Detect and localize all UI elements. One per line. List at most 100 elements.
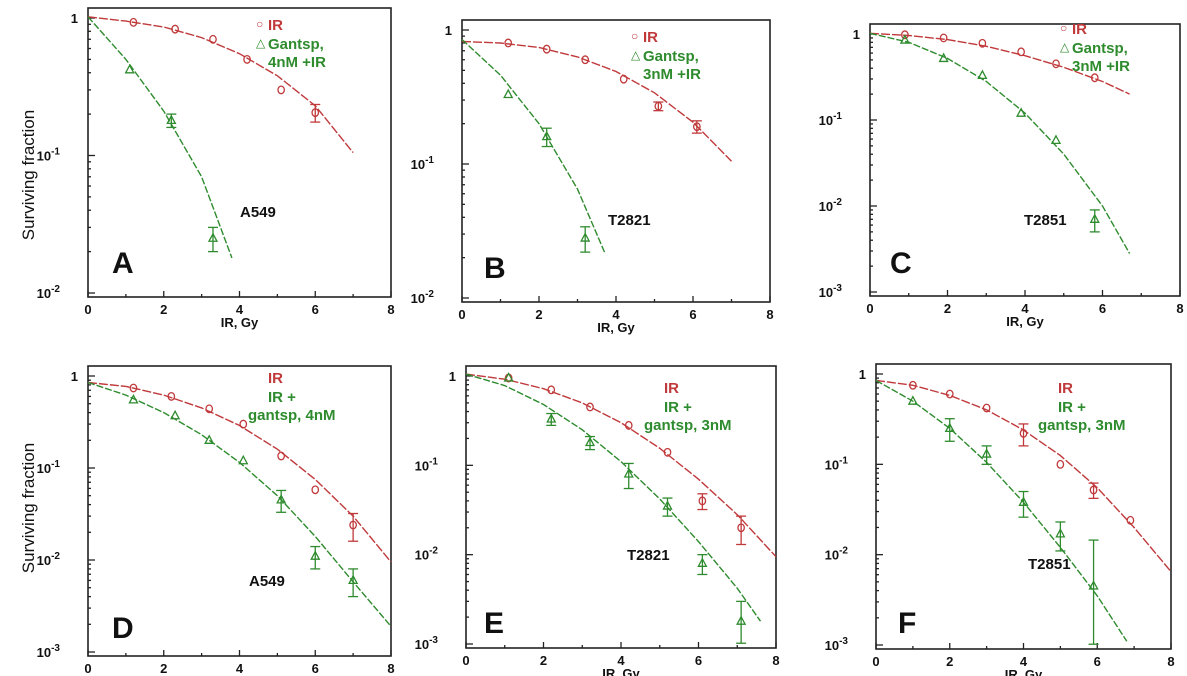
- legend-entry-ir: IR: [1072, 21, 1087, 38]
- series-control: [465, 373, 777, 558]
- data-point: [349, 520, 357, 530]
- data-point: [277, 451, 286, 461]
- cell-line-label: T2821: [627, 547, 670, 564]
- x-tick-label: 0: [458, 307, 465, 322]
- legend-entry-treated-line2: 4nM +IR: [268, 54, 326, 71]
- data-point: [977, 69, 988, 80]
- data-point: [938, 52, 949, 63]
- data-point: [1017, 47, 1025, 57]
- fit-curve: [869, 32, 1131, 254]
- y-tick-label: 10-3: [37, 643, 61, 660]
- y-tick-label: 10-2: [819, 197, 843, 214]
- legend-entry-treated-line2: 3nM +IR: [1072, 58, 1130, 75]
- data-point: [129, 383, 138, 393]
- panel-d: 0 2 4 6 8 1 10-1 10-2 10-3 IR, Gy IR IR +gantsp, 4n…: [37, 365, 395, 676]
- legend-entry-ir: IR: [664, 380, 679, 397]
- data-point: [542, 44, 551, 54]
- data-point: [348, 574, 359, 585]
- y-tick-label: 1: [449, 369, 456, 384]
- y-tick-label: 10-3: [415, 635, 439, 652]
- data-point: [939, 33, 948, 43]
- x-tick-label: 2: [540, 653, 547, 668]
- y-tick-label: 10-2: [825, 546, 849, 563]
- x-tick-label: 0: [866, 301, 873, 316]
- x-axis-label: IR, Gy: [221, 315, 259, 330]
- y-tick-label: 1: [71, 369, 78, 384]
- fit-curve: [87, 381, 392, 627]
- series-control: [869, 30, 1130, 95]
- series-treated: [869, 32, 1131, 254]
- x-axis-label: IR, Gy: [221, 674, 259, 676]
- series-treated: [87, 381, 392, 627]
- data-point: [982, 403, 991, 413]
- data-point: [503, 88, 514, 99]
- data-point: [276, 494, 287, 504]
- panel-letter: A: [112, 247, 134, 280]
- y-tick-label: 10-3: [819, 283, 843, 300]
- series-treated: [465, 372, 762, 644]
- data-point: [909, 380, 917, 390]
- data-point: [662, 500, 673, 510]
- data-point: [124, 63, 135, 74]
- legend: IR IR +gantsp, 4nM: [248, 370, 336, 424]
- fit-curve: [875, 379, 1172, 573]
- fit-curve: [461, 38, 606, 253]
- panel-e: 0 2 4 6 8 1 10-1 10-2 10-3 IR, Gy IR IR +gantsp, 3n…: [415, 365, 780, 676]
- x-tick-label: 4: [236, 661, 244, 676]
- x-tick-label: 2: [944, 301, 951, 316]
- panel-letter: B: [484, 252, 506, 285]
- data-point: [1088, 580, 1099, 590]
- legend-entry-ir: IR: [1058, 380, 1073, 397]
- data-point: [581, 55, 590, 65]
- data-point: [128, 394, 139, 404]
- x-axis-label: IR, Gy: [597, 320, 635, 335]
- x-tick-label: 4: [1020, 654, 1028, 669]
- cell-line-label: A549: [240, 204, 276, 221]
- y-tick-label: 10-2: [37, 551, 61, 568]
- legend-entry-ir: IR: [268, 370, 283, 387]
- x-axis-label: IR, Gy: [1006, 314, 1044, 329]
- panel-f: 0 2 4 6 8 1 10-1 10-2 10-3 IR, Gy IR IR +gantsp, 3n…: [825, 363, 1175, 676]
- y-tick-label: 10-3: [825, 636, 849, 653]
- panel-letter: F: [898, 607, 916, 640]
- data-point: [171, 24, 179, 34]
- legend: ○ △IR Gantsp,3nM +IR: [1060, 21, 1130, 75]
- data-point: [504, 38, 513, 48]
- cell-line-label: T2851: [1028, 556, 1071, 573]
- legend-circle-icon: ○: [1060, 21, 1067, 35]
- legend: ○ △IR Gantsp,3nM +IR: [631, 29, 701, 83]
- data-point: [277, 85, 286, 95]
- data-point: [654, 101, 663, 111]
- data-point: [944, 422, 955, 433]
- legend-entry-ir: IR: [643, 29, 658, 46]
- series-control: [875, 379, 1172, 573]
- x-tick-label: 4: [617, 653, 625, 668]
- data-point: [1019, 428, 1028, 438]
- y-tick-label: 10-1: [37, 459, 61, 476]
- data-point: [978, 38, 987, 48]
- fit-curve: [87, 16, 354, 154]
- x-tick-label: 4: [236, 302, 244, 317]
- data-point: [503, 372, 514, 382]
- x-tick-label: 2: [535, 307, 542, 322]
- data-point: [1055, 527, 1066, 538]
- legend-triangle-icon: △: [256, 36, 266, 50]
- data-point: [698, 496, 707, 506]
- x-tick-label: 6: [312, 302, 319, 317]
- legend-entry-treated-line2: gantsp, 4nM: [248, 407, 336, 424]
- data-point: [310, 550, 321, 560]
- y-tick-label: 10-1: [819, 111, 843, 128]
- data-point: [166, 114, 177, 125]
- data-point: [736, 615, 747, 625]
- data-point: [907, 395, 918, 405]
- legend-triangle-icon: △: [631, 48, 641, 62]
- x-tick-label: 2: [946, 654, 953, 669]
- legend: IR IR +gantsp, 3nM: [644, 380, 732, 434]
- data-point: [243, 54, 251, 64]
- x-tick-label: 6: [689, 307, 696, 322]
- data-point: [624, 420, 633, 430]
- data-point: [584, 436, 596, 447]
- data-point: [546, 413, 557, 423]
- x-tick-label: 6: [695, 653, 702, 668]
